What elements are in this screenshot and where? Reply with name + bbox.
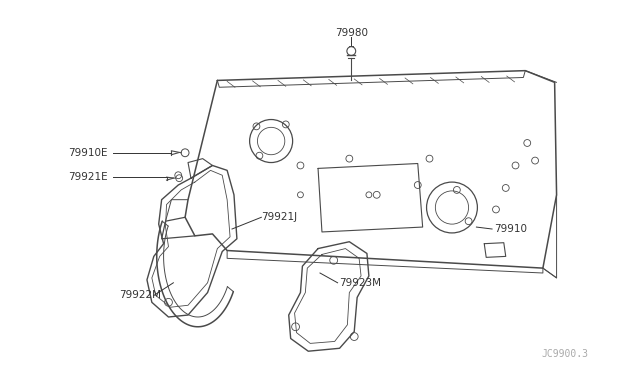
Text: 79923M: 79923M [340,278,381,288]
Text: JC9900.3: JC9900.3 [542,349,589,359]
Text: 79921E: 79921E [68,172,108,182]
Text: 79921J: 79921J [261,212,298,222]
Text: 79910E: 79910E [68,148,108,158]
Text: 79980: 79980 [335,29,368,38]
Text: 79910: 79910 [494,224,527,234]
Text: 79922M: 79922M [120,291,161,301]
